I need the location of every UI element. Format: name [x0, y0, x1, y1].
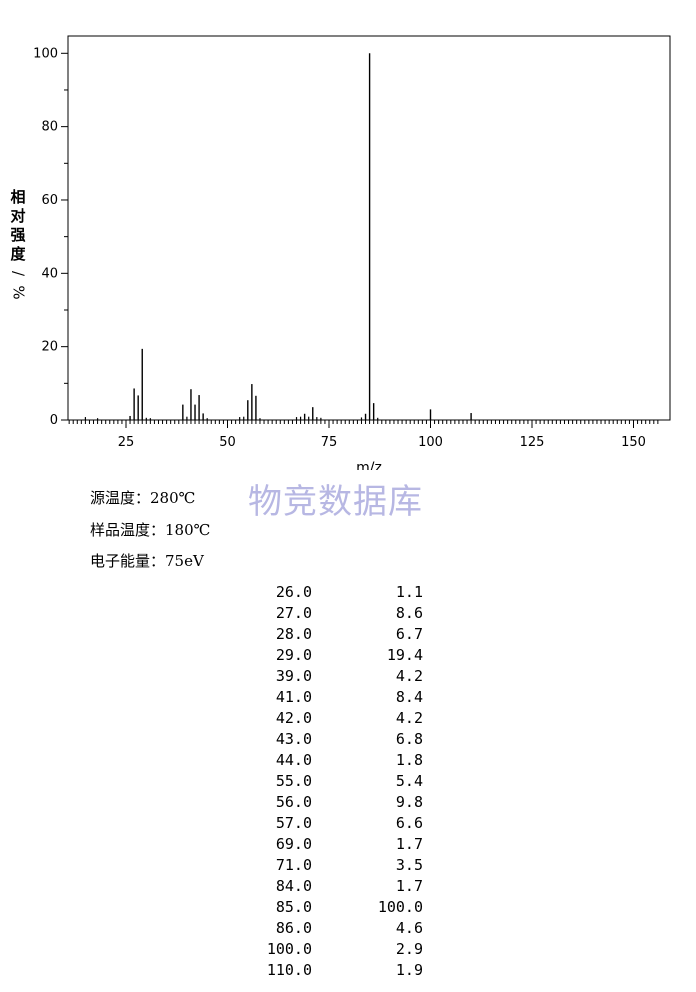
peak-table-row: 71.0 3.5 — [230, 856, 430, 877]
peak-mz: 56.0 — [275, 793, 312, 811]
x-axis-title: m/z — [356, 460, 382, 470]
peak-table-row: 110.0 1.9 — [230, 961, 430, 982]
x-tick-label: 125 — [520, 435, 545, 450]
peak-intensity: 4.2 — [395, 709, 423, 727]
x-major-ticks: 25 50 75 100 125 150 — [118, 435, 646, 450]
y-tick-label: 0 — [50, 413, 58, 428]
peak-table-row: 29.0 19.4 — [230, 646, 430, 667]
x-minor-ticks — [68, 420, 659, 428]
peak-intensity: 6.7 — [395, 625, 423, 643]
peak-bars — [84, 53, 472, 420]
peak-mz: 44.0 — [275, 751, 312, 769]
y-tick-label: 100 — [33, 46, 58, 61]
y-axis-title-char: / — [9, 270, 28, 277]
y-tick-label: 80 — [41, 120, 58, 135]
peak-mz: 85.0 — [275, 898, 312, 916]
peak-mz: 110.0 — [266, 961, 312, 979]
peak-table-row: 86.0 4.6 — [230, 919, 430, 940]
peak-table-row: 44.0 1.8 — [230, 751, 430, 772]
x-tick-label: 50 — [219, 435, 236, 450]
peak-intensity: 1.7 — [395, 835, 423, 853]
y-axis-title-char: 强 — [10, 226, 26, 244]
peak-mz: 86.0 — [275, 919, 312, 937]
peak-table-row: 28.0 6.7 — [230, 625, 430, 646]
peak-mz: 28.0 — [275, 625, 312, 643]
y-tick-label: 20 — [41, 340, 58, 355]
y-axis-title-char: 对 — [10, 207, 26, 225]
peak-mz: 84.0 — [275, 877, 312, 895]
y-axis-title-char: 相 — [10, 188, 26, 206]
peak-mz: 29.0 — [275, 646, 312, 664]
x-tick-label: 25 — [118, 435, 135, 450]
y-axis-title-char: 度 — [10, 245, 26, 263]
y-tick-label: 40 — [41, 266, 58, 281]
peak-intensity: 100.0 — [377, 898, 423, 916]
peak-mz: 69.0 — [275, 835, 312, 853]
peak-table-row: 27.0 8.6 — [230, 604, 430, 625]
x-tick-label: 75 — [321, 435, 338, 450]
peak-intensity: 8.4 — [395, 688, 423, 706]
source-temperature: 源温度：280℃ — [90, 489, 196, 507]
peak-intensity: 6.8 — [395, 730, 423, 748]
peak-intensity: 2.9 — [395, 940, 423, 958]
peak-intensity: 4.6 — [395, 919, 423, 937]
peak-mz: 100.0 — [266, 940, 312, 958]
x-tick-label: 100 — [418, 435, 443, 450]
y-tick-label: 60 — [41, 193, 58, 208]
peak-mz: 57.0 — [275, 814, 312, 832]
peak-intensity: 1.8 — [395, 751, 423, 769]
peak-intensity: 1.9 — [395, 961, 423, 979]
peak-table-row: 39.0 4.2 — [230, 667, 430, 688]
peak-mz: 41.0 — [275, 688, 312, 706]
peak-mz: 55.0 — [275, 772, 312, 790]
mass-spectrum-chart: 25 50 75 100 125 150 0 20 40 60 80 100 m/z — [33, 35, 671, 470]
y-ticks: 0 20 40 60 80 100 — [33, 46, 68, 428]
peak-table-row: 55.0 5.4 — [230, 772, 430, 793]
peak-intensity: 4.2 — [395, 667, 423, 685]
x-tick-label: 150 — [621, 435, 646, 450]
peak-intensity: 3.5 — [395, 856, 423, 874]
peak-table-row: 56.0 9.8 — [230, 793, 430, 814]
peak-intensity: 5.4 — [395, 772, 423, 790]
peak-mz: 39.0 — [275, 667, 312, 685]
peak-mz: 26.0 — [275, 583, 312, 601]
peak-table-row: 42.0 4.2 — [230, 709, 430, 730]
watermark: 物竞数据库 — [248, 482, 423, 522]
sample-temperature: 样品温度：180℃ — [90, 521, 211, 539]
peak-intensity: 8.6 — [395, 604, 423, 622]
peak-table-row: 43.0 6.8 — [230, 730, 430, 751]
peak-table-row: 84.0 1.7 — [230, 877, 430, 898]
peak-mz: 43.0 — [275, 730, 312, 748]
peak-mz: 27.0 — [275, 604, 312, 622]
peak-mz: 42.0 — [275, 709, 312, 727]
peak-intensity: 1.1 — [395, 583, 423, 601]
peak-intensity: 19.4 — [386, 646, 423, 664]
peak-table-row: 41.0 8.4 — [230, 688, 430, 709]
y-axis-title-char: % — [9, 285, 28, 300]
peak-table-row: 85.0 100.0 — [230, 898, 430, 919]
electron-energy: 电子能量：75eV — [90, 552, 204, 570]
peak-intensity: 1.7 — [395, 877, 423, 895]
peak-table-row: 100.0 2.9 — [230, 940, 430, 961]
peak-mz: 71.0 — [275, 856, 312, 874]
peak-table-row: 26.0 1.1 — [230, 583, 430, 604]
peak-table-row: 69.0 1.7 — [230, 835, 430, 856]
peak-intensity: 9.8 — [395, 793, 423, 811]
peak-intensity: 6.6 — [395, 814, 423, 832]
peak-table-row: 57.0 6.6 — [230, 814, 430, 835]
